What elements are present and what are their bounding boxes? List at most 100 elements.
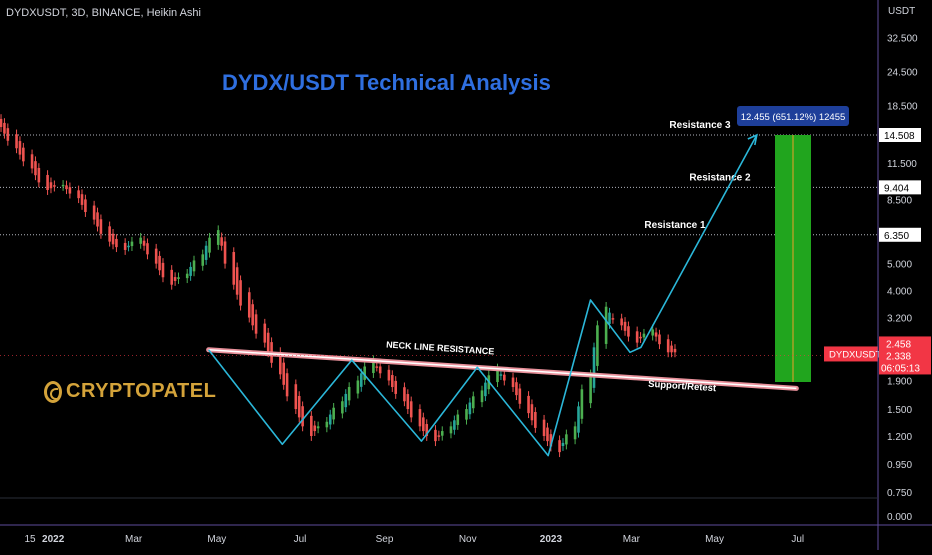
time-tick-label: Nov [459,534,477,545]
time-tick-label: Sep [376,534,394,545]
candle-body [92,205,96,220]
resistance-label: Resistance 3 [669,120,731,131]
price-badge-text: 9.404 [884,183,909,194]
price-tick-label: 24.500 [887,68,918,79]
candle-body [201,254,205,266]
candle-body [185,273,189,279]
candle-body [99,219,103,234]
candle-body [161,262,165,278]
resistance-label: Resistance 2 [689,172,751,183]
candle-body [142,240,146,246]
candle-body [301,406,304,427]
price-badge-text: 14.508 [884,131,915,142]
candle-body [596,325,599,366]
candle-body [496,368,499,383]
candle-body [440,431,444,436]
candle-body [84,199,87,213]
support-retest-label: Support/Retest [648,379,717,394]
price-tick-label: 18.500 [887,102,918,113]
candle-body [673,348,677,353]
candle-body [437,435,441,437]
pattern-path [207,134,758,457]
candle-body [111,233,115,245]
candle-body [378,366,382,374]
price-badge-bg [879,227,921,242]
cryptopatel-logo: CRYPTOPATEL [44,380,216,403]
candle-body [403,387,406,402]
candle-body [239,280,242,306]
candle-body [534,411,537,428]
candle-body [418,409,422,427]
candle-body [530,404,534,421]
arrowhead-icon [747,133,758,146]
candle-body [434,429,437,442]
price-tick-label: 0.950 [887,460,912,471]
price-badge: 9.404 [879,180,921,195]
candle-body [18,141,22,155]
candle-body [542,419,546,436]
candle-body [359,373,363,387]
candle-body [546,427,549,442]
candle-body [123,242,127,250]
candle-body [654,332,658,337]
candle-body [453,420,456,430]
candle-body [254,314,258,334]
candle-body [425,424,429,436]
candle-body [363,366,366,380]
time-tick-label: 15 [24,534,36,545]
candle-body [96,212,99,227]
candle-body [247,292,251,318]
time-tick-label: Mar [623,534,641,545]
candle-body [15,134,18,149]
candle-body [189,266,192,276]
candle-body [251,304,254,326]
candle-body [670,345,673,353]
candle-body [223,241,227,264]
candle-body [391,375,394,388]
price-badge: 6.350 [879,227,921,242]
candle-body [173,277,177,281]
candle-body [515,382,518,396]
time-tick-label: Jul [294,534,307,545]
candle-body [341,401,344,414]
candle-body [30,154,34,169]
candle-body [332,407,335,420]
candle-body [170,269,173,285]
candle-body [328,414,332,425]
time-tick-label: May [705,534,724,545]
candle-body [80,194,84,205]
candle-body [639,336,642,339]
candle-body [177,277,180,279]
candle-body [313,425,317,432]
symbol-price-tag[interactable]: DYDXUSDT [824,346,881,362]
candle-body [409,401,413,418]
candle-body [635,331,639,343]
candle-body [310,415,313,436]
candle-body [220,237,223,246]
candle-body [573,426,577,440]
neckline-label: NECK LINE RESISTANCE [386,339,495,356]
candle-body [394,380,398,394]
candle-body [527,395,530,414]
symbol-header[interactable]: DYDXUSDT, 3D, BINANCE, Heikin Ashi [6,7,201,19]
candle-body [565,434,568,445]
candle-body [208,237,211,253]
target-info-bg [737,106,849,126]
logo-c-icon [44,380,62,403]
time-tick-label: Mar [125,534,143,545]
symbol-tag-bg [824,346,878,362]
candle-body [375,366,379,368]
candle-body [456,414,460,425]
candle-body [232,252,236,285]
candle-body [503,374,506,381]
candle-body [608,312,611,324]
current-price-text: 2.338 [886,351,911,362]
price-axis-currency: USDT [888,6,915,17]
price-tick-label: 0.750 [887,488,912,499]
candle-body [46,174,49,191]
price-tick-label: 1.500 [887,405,912,416]
neckline-core [208,349,797,390]
